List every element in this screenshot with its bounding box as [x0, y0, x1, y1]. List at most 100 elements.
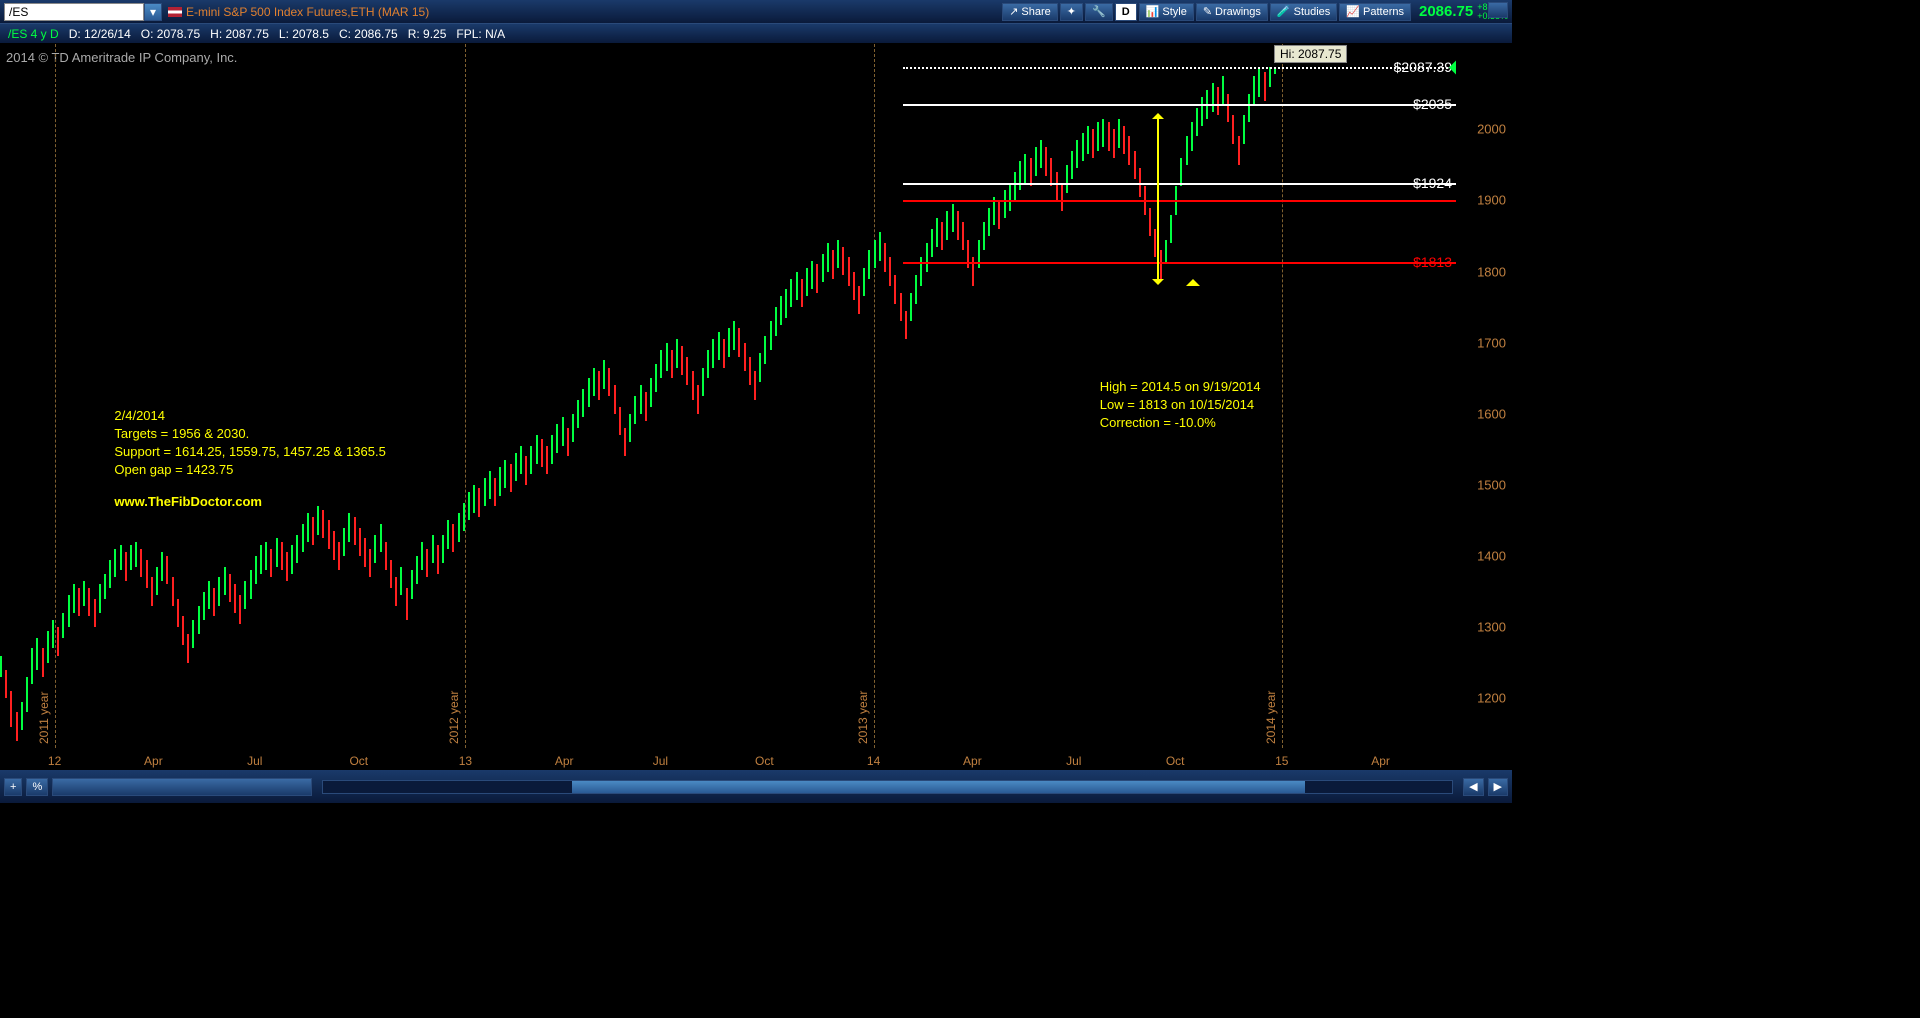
candlestick: [140, 549, 142, 577]
candlestick: [707, 350, 709, 378]
candlestick: [1108, 122, 1110, 150]
candlestick: [790, 279, 792, 307]
candlestick: [1196, 108, 1198, 136]
candlestick: [853, 272, 855, 300]
candlestick: [530, 446, 532, 474]
candlestick: [541, 439, 543, 467]
candlestick: [494, 478, 496, 506]
candlestick: [1258, 69, 1260, 97]
candlestick: [213, 588, 215, 616]
candlestick: [135, 542, 137, 567]
candlestick: [811, 261, 813, 289]
candlestick: [432, 535, 434, 563]
candlestick: [525, 456, 527, 484]
candlestick: [182, 616, 184, 644]
candlestick: [816, 264, 818, 292]
candlestick: [109, 560, 111, 588]
candlestick: [1253, 76, 1255, 104]
candlestick: [759, 353, 761, 381]
candlestick: [837, 240, 839, 268]
add-tab-button[interactable]: +: [4, 778, 22, 796]
candlestick: [452, 524, 454, 552]
candlestick: [1118, 119, 1120, 147]
x-axis-tick: 13: [459, 754, 472, 768]
candlestick: [255, 556, 257, 584]
caret-icon: [1186, 279, 1200, 286]
candlestick: [520, 446, 522, 474]
candlestick: [322, 510, 324, 538]
candlestick: [473, 485, 475, 513]
candlestick: [1191, 122, 1193, 150]
candlestick: [884, 243, 886, 271]
scroll-left-icon[interactable]: ◀: [1463, 778, 1483, 796]
pct-tab-button[interactable]: %: [26, 778, 48, 796]
candlestick: [172, 577, 174, 605]
candlestick: [458, 513, 460, 541]
candlestick: [0, 656, 2, 677]
candlestick: [624, 428, 626, 456]
candlestick: [515, 453, 517, 481]
candlestick: [62, 613, 64, 638]
candlestick: [941, 222, 943, 250]
candlestick: [31, 648, 33, 684]
candlestick: [666, 343, 668, 371]
candlestick: [936, 218, 938, 246]
candlestick: [1128, 136, 1130, 164]
candlestick: [858, 286, 860, 314]
candlestick: [551, 435, 553, 463]
price-level-line: [903, 200, 1456, 202]
candlestick: [447, 520, 449, 548]
scrollbar-thumb[interactable]: [572, 781, 1306, 793]
candlestick: [1180, 158, 1182, 186]
candlestick: [619, 407, 621, 435]
candlestick: [78, 588, 80, 616]
price-level-label: $1813: [1413, 254, 1452, 270]
symbol-input[interactable]: [4, 3, 144, 21]
timeframe-d-button[interactable]: D: [1115, 3, 1137, 21]
candlestick: [915, 275, 917, 303]
candlestick: [426, 549, 428, 577]
candlestick: [749, 357, 751, 385]
x-axis-tick: Oct: [755, 754, 774, 768]
candlestick: [421, 542, 423, 570]
candlestick: [1222, 76, 1224, 104]
x-axis-tick: 12: [48, 754, 61, 768]
scroll-right-icon[interactable]: ▶: [1488, 778, 1508, 796]
candlestick: [442, 535, 444, 563]
price-level-line: [903, 262, 1456, 264]
candlestick: [1134, 151, 1136, 179]
candlestick: [1264, 72, 1266, 100]
candlestick: [338, 542, 340, 570]
x-axis-tick: Apr: [555, 754, 574, 768]
candlestick: [1045, 147, 1047, 175]
drawings-button[interactable]: ✎ Drawings: [1196, 3, 1268, 21]
candlestick: [146, 560, 148, 588]
price-plot[interactable]: 2011 year2012 year2013 year2014 year$208…: [0, 44, 1456, 748]
chart-area[interactable]: 2014 © TD Ameritrade IP Company, Inc. 20…: [0, 44, 1512, 770]
candlestick: [723, 339, 725, 367]
candlestick: [1170, 215, 1172, 243]
candlestick: [1009, 183, 1011, 211]
expand-icon[interactable]: [1488, 2, 1508, 18]
x-axis: 12AprJulOct13AprJulOct14AprJulOct15Apr: [0, 748, 1456, 770]
candlestick: [603, 360, 605, 388]
candlestick: [250, 570, 252, 598]
share-button[interactable]: ↗ Share: [1002, 3, 1058, 21]
candlestick: [1217, 87, 1219, 115]
candlestick: [640, 385, 642, 413]
tool-select-icon[interactable]: ✦: [1060, 3, 1083, 21]
symbol-dropdown[interactable]: ▾: [144, 3, 162, 21]
candlestick: [593, 368, 595, 396]
studies-button[interactable]: 🧪 Studies: [1270, 3, 1337, 21]
time-scrollbar[interactable]: [322, 780, 1453, 794]
settings-icon[interactable]: 🔧: [1085, 3, 1113, 21]
patterns-button[interactable]: 📈 Patterns: [1339, 3, 1411, 21]
y-axis-tick: 1300: [1477, 620, 1506, 635]
candlestick: [489, 471, 491, 499]
candlestick: [208, 581, 210, 609]
candlestick: [348, 513, 350, 541]
style-button[interactable]: 📊 Style: [1139, 3, 1194, 21]
candlestick: [770, 321, 772, 349]
candlestick: [1186, 136, 1188, 164]
y-axis-tick: 1700: [1477, 335, 1506, 350]
